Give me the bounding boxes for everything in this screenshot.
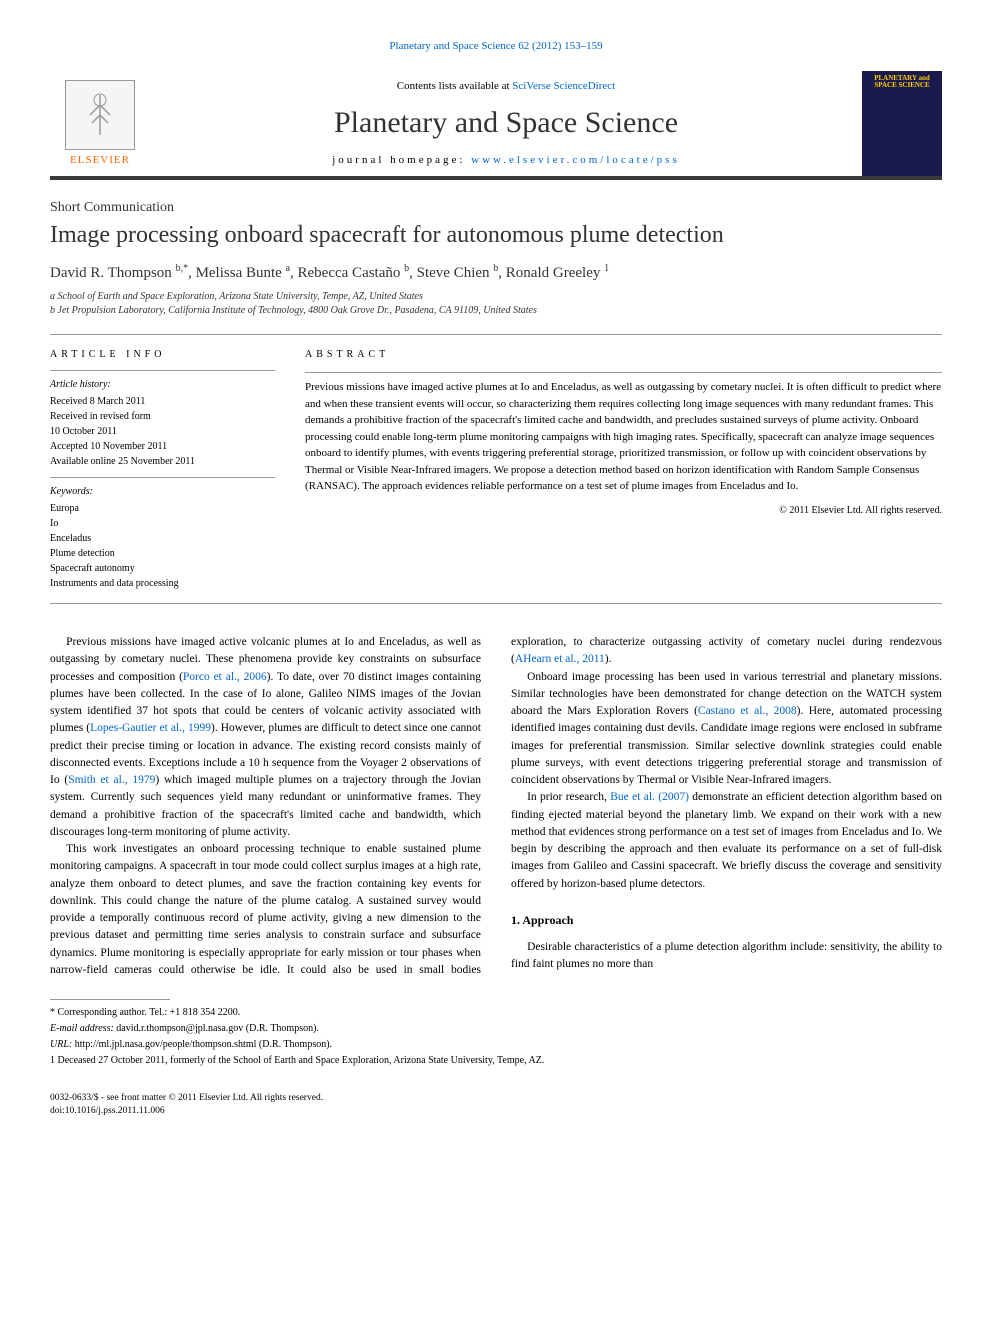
history-accepted: Accepted 10 November 2011 xyxy=(50,439,275,454)
front-matter-line: 0032-0633/$ - see front matter © 2011 El… xyxy=(50,1092,942,1105)
article-body: Previous missions have imaged active vol… xyxy=(50,634,942,979)
journal-cover-thumbnail: PLANETARY and SPACE SCIENCE xyxy=(862,71,942,176)
history-received: Received 8 March 2011 xyxy=(50,394,275,409)
body-text: In prior research, xyxy=(527,791,610,803)
journal-cover-title: PLANETARY and SPACE SCIENCE xyxy=(866,75,938,90)
abstract-copyright: © 2011 Elsevier Ltd. All rights reserved… xyxy=(305,503,942,518)
citation-link[interactable]: AHearn et al., 2011 xyxy=(515,653,605,665)
elsevier-logo: ELSEVIER xyxy=(50,71,150,176)
journal-title: Planetary and Space Science xyxy=(170,106,842,140)
email-footnote: E-mail address: david.r.thompson@jpl.nas… xyxy=(50,1022,942,1036)
homepage-line: journal homepage: www.elsevier.com/locat… xyxy=(170,154,842,166)
elsevier-wordmark: ELSEVIER xyxy=(70,154,130,166)
divider xyxy=(50,603,942,604)
contents-available-line: Contents lists available at SciVerse Sci… xyxy=(170,80,842,92)
keyword: Enceladus xyxy=(50,531,275,546)
citation-link[interactable]: Lopes-Gautier et al., 1999 xyxy=(90,722,211,734)
contents-prefix: Contents lists available at xyxy=(397,80,512,92)
keywords-label: Keywords: xyxy=(50,484,275,499)
keyword: Spacecraft autonomy xyxy=(50,561,275,576)
url-value: http://ml.jpl.nasa.gov/people/thompson.s… xyxy=(75,1039,332,1050)
deceased-note: 1 Deceased 27 October 2011, formerly of … xyxy=(50,1054,942,1068)
body-text: ). xyxy=(605,653,612,665)
divider xyxy=(50,334,942,335)
keyword: Plume detection xyxy=(50,546,275,561)
url-footnote: URL: http://ml.jpl.nasa.gov/people/thomp… xyxy=(50,1038,942,1052)
author-list: David R. Thompson b,*, Melissa Bunte a, … xyxy=(50,263,942,282)
footnote-divider xyxy=(50,999,170,1000)
divider xyxy=(50,477,275,478)
citation-header: Planetary and Space Science 62 (2012) 15… xyxy=(50,40,942,52)
corresponding-author-note: * Corresponding author. Tel.: +1 818 354… xyxy=(50,1006,942,1020)
url-label: URL: xyxy=(50,1039,75,1050)
homepage-link[interactable]: www.elsevier.com/locate/pss xyxy=(471,154,680,166)
history-label: Article history: xyxy=(50,377,275,392)
email-label: E-mail address: xyxy=(50,1023,116,1034)
article-title: Image processing onboard spacecraft for … xyxy=(50,222,942,249)
abstract-column: ABSTRACT Previous missions have imaged a… xyxy=(305,347,942,591)
abstract-text: Previous missions have imaged active plu… xyxy=(305,379,942,495)
homepage-prefix: journal homepage: xyxy=(332,154,471,166)
section-heading: 1. Approach xyxy=(511,911,942,929)
abstract-heading: ABSTRACT xyxy=(305,347,942,362)
divider xyxy=(50,370,275,371)
article-info-heading: ARTICLE INFO xyxy=(50,347,275,362)
citation-link[interactable]: Porco et al., 2006 xyxy=(183,671,267,683)
footnotes: * Corresponding author. Tel.: +1 818 354… xyxy=(50,1006,942,1068)
keyword: Io xyxy=(50,516,275,531)
body-paragraph: Desirable characteristics of a plume det… xyxy=(511,939,942,974)
divider xyxy=(305,372,942,373)
citation-link[interactable]: Castano et al., 2008 xyxy=(698,705,797,717)
affiliations: a School of Earth and Space Exploration,… xyxy=(50,290,942,318)
citation-link[interactable]: Smith et al., 1979 xyxy=(68,774,155,786)
body-text: ). Here, automated processing identified… xyxy=(511,705,942,786)
citation-link[interactable]: Bue et al. (2007) xyxy=(610,791,689,803)
affiliation-b: b Jet Propulsion Laboratory, California … xyxy=(50,304,942,318)
body-paragraph: In prior research, Bue et al. (2007) dem… xyxy=(511,789,942,893)
body-text: Desirable characteristics of a plume det… xyxy=(511,941,942,970)
info-abstract-row: ARTICLE INFO Article history: Received 8… xyxy=(50,347,942,591)
keyword: Instruments and data processing xyxy=(50,576,275,591)
article-info-column: ARTICLE INFO Article history: Received 8… xyxy=(50,347,275,591)
email-value: david.r.thompson@jpl.nasa.gov (D.R. Thom… xyxy=(116,1023,319,1034)
article-type: Short Communication xyxy=(50,200,942,216)
elsevier-tree-icon xyxy=(65,80,135,150)
doi-line: doi:10.1016/j.pss.2011.11.006 xyxy=(50,1105,942,1118)
body-paragraph: Onboard image processing has been used i… xyxy=(511,669,942,790)
body-text: demonstrate an efficient detection algor… xyxy=(511,791,942,889)
history-revised-l2: 10 October 2011 xyxy=(50,424,275,439)
body-paragraph: Previous missions have imaged active vol… xyxy=(50,634,481,841)
history-revised-l1: Received in revised form xyxy=(50,409,275,424)
affiliation-a: a School of Earth and Space Exploration,… xyxy=(50,290,942,304)
sciencedirect-link[interactable]: SciVerse ScienceDirect xyxy=(512,80,615,92)
banner-center: Contents lists available at SciVerse Sci… xyxy=(150,70,862,176)
history-online: Available online 25 November 2011 xyxy=(50,454,275,469)
keyword: Europa xyxy=(50,501,275,516)
bottom-meta: 0032-0633/$ - see front matter © 2011 El… xyxy=(50,1092,942,1119)
journal-banner: ELSEVIER Contents lists available at Sci… xyxy=(50,70,942,180)
